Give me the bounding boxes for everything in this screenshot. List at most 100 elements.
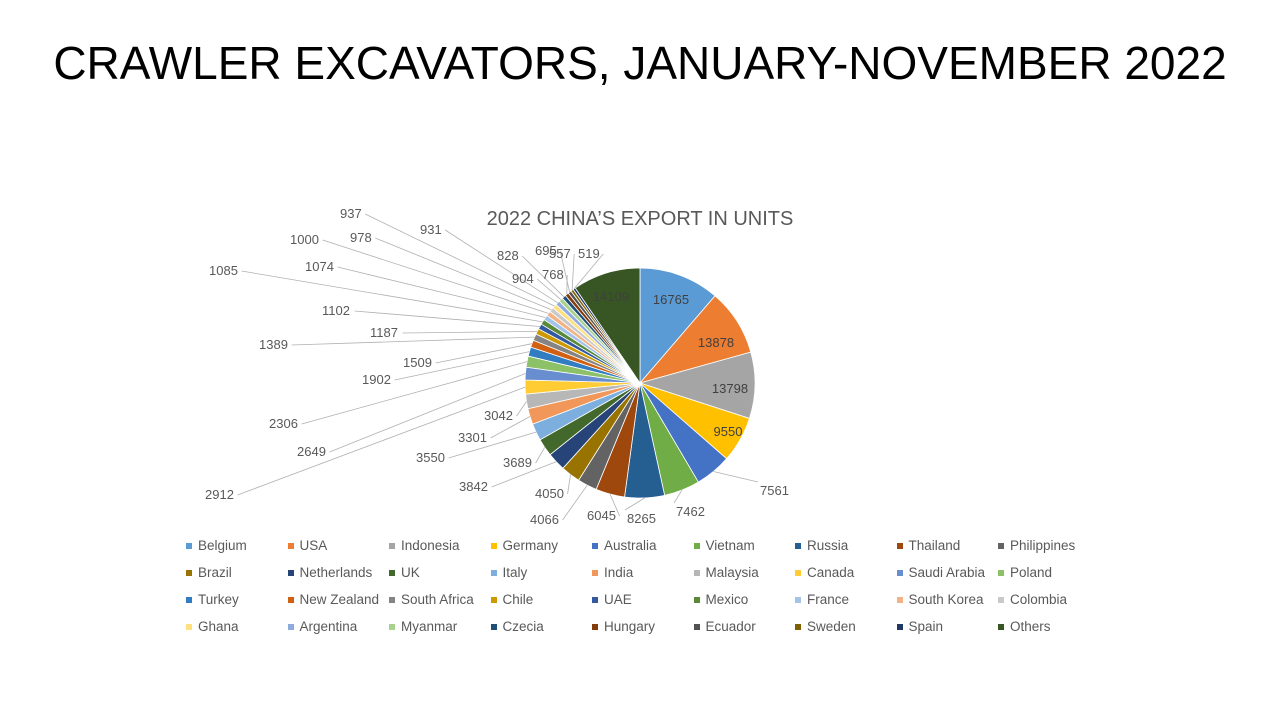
leader-line-sweden — [571, 253, 575, 291]
legend-swatch — [896, 623, 903, 630]
legend-swatch — [998, 542, 1004, 549]
legend-item-russia: Russia — [795, 536, 897, 555]
legend-item-south-africa: South Africa — [389, 590, 491, 609]
data-label-uk: 3689 — [503, 455, 532, 470]
leader-line-malaysia — [516, 401, 527, 417]
legend-item-malaysia: Malaysia — [693, 563, 796, 582]
data-label-india: 3301 — [458, 430, 487, 445]
data-label-turkey: 1902 — [362, 372, 391, 387]
legend-label: Sweden — [807, 619, 856, 634]
legend-swatch — [896, 596, 903, 603]
legend-item-canada: Canada — [795, 563, 897, 582]
legend-swatch — [490, 569, 497, 576]
legend-label: Others — [1010, 619, 1051, 634]
leader-line-south-africa — [291, 336, 535, 346]
legend-item-thailand: Thailand — [896, 536, 999, 555]
legend-label: USA — [299, 538, 328, 553]
data-label-germany: 9550 — [714, 424, 743, 439]
legend-label: India — [604, 565, 634, 580]
legend-swatch — [693, 623, 700, 630]
leader-line-philippines — [562, 484, 588, 521]
legend-label: South Africa — [401, 592, 474, 607]
leader-line-australia — [713, 471, 759, 483]
legend-item-south-korea: South Korea — [896, 590, 999, 609]
legend-label: Ghana — [198, 619, 239, 634]
legend-swatch — [795, 542, 801, 549]
leader-line-mexico — [241, 270, 543, 323]
legend: Belgium USA Indonesia Germany Australia Vietn… — [186, 536, 1106, 636]
data-label-new-zealand: 1509 — [403, 355, 432, 370]
legend-swatch — [287, 623, 294, 630]
legend-swatch — [389, 623, 395, 630]
legend-swatch — [389, 569, 395, 576]
leader-line-vietnam — [673, 489, 683, 504]
data-label-italy: 3550 — [416, 450, 445, 465]
legend-label: Argentina — [299, 619, 358, 634]
data-label-malaysia: 3042 — [484, 408, 513, 423]
legend-label: Philippines — [1010, 538, 1076, 553]
leader-line-netherlands — [491, 461, 557, 488]
leader-line-ecuador — [559, 250, 570, 293]
data-label-chile: 1187 — [370, 325, 398, 340]
data-label-thailand: 6045 — [587, 508, 616, 523]
legend-item-hungary: Hungary — [592, 617, 694, 636]
data-label-poland: 2306 — [269, 416, 298, 431]
data-label-russia: 8265 — [627, 511, 656, 526]
leader-line-canada — [237, 386, 526, 496]
legend-label: Myanmar — [401, 619, 458, 634]
legend-item-brazil: Brazil — [186, 563, 288, 582]
legend-item-germany: Germany — [490, 536, 593, 555]
leader-line-thailand — [609, 493, 620, 517]
legend-label: Ecuador — [705, 619, 756, 634]
legend-label: France — [807, 592, 850, 607]
legend-item-argentina: Argentina — [287, 617, 390, 636]
legend-label: Chile — [502, 592, 534, 607]
data-label-france: 1074 — [305, 259, 334, 274]
legend-item-uae: UAE — [592, 590, 694, 609]
legend-item-sweden: Sweden — [795, 617, 897, 636]
legend-swatch — [490, 623, 497, 630]
legend-swatch — [896, 542, 903, 549]
legend-swatch — [287, 596, 294, 603]
legend-swatch — [896, 569, 903, 576]
legend-label: Brazil — [198, 565, 232, 580]
legend-label: Turkey — [198, 592, 239, 607]
data-label-colombia: 978 — [350, 230, 372, 245]
legend-item-saudi-arabia: Saudi Arabia — [896, 563, 999, 582]
legend-swatch — [287, 542, 294, 549]
legend-swatch — [693, 596, 700, 603]
legend-swatch — [186, 569, 192, 576]
data-label-argentina: 931 — [420, 222, 442, 237]
leader-line-spain — [573, 253, 604, 289]
leader-line-colombia — [375, 237, 552, 311]
data-label-indonesia: 13798 — [712, 381, 748, 396]
legend-swatch — [592, 569, 598, 576]
legend-item-italy: Italy — [490, 563, 593, 582]
leader-line-uk — [535, 447, 546, 464]
data-label-netherlands: 3842 — [459, 479, 488, 494]
leader-line-italy — [448, 431, 537, 459]
legend-label: Poland — [1010, 565, 1053, 580]
leader-line-india — [490, 416, 531, 439]
legend-swatch — [998, 596, 1004, 603]
legend-item-netherlands: Netherlands — [287, 563, 390, 582]
legend-item-philippines: Philippines — [998, 536, 1100, 555]
legend-item-usa: USA — [287, 536, 390, 555]
legend-swatch — [795, 623, 801, 630]
legend-swatch — [490, 596, 497, 603]
legend-item-france: France — [795, 590, 897, 609]
legend-label: Indonesia — [401, 538, 460, 553]
legend-label: Spain — [908, 619, 944, 634]
data-label-vietnam: 7462 — [676, 504, 705, 519]
legend-item-indonesia: Indonesia — [389, 536, 491, 555]
legend-label: Thailand — [908, 538, 961, 553]
legend-item-mexico: Mexico — [693, 590, 796, 609]
leader-line-france — [337, 266, 546, 318]
data-label-canada: 2912 — [205, 487, 234, 502]
legend-swatch — [186, 542, 192, 549]
slide-title: CRAWLER EXCAVATORS, JANUARY-NOVEMBER 202… — [53, 37, 1227, 89]
leader-line-turkey — [394, 351, 530, 381]
chart-title: 2022 CHINA’S EXPORT IN UNITS — [487, 208, 794, 230]
legend-item-india: India — [592, 563, 694, 582]
